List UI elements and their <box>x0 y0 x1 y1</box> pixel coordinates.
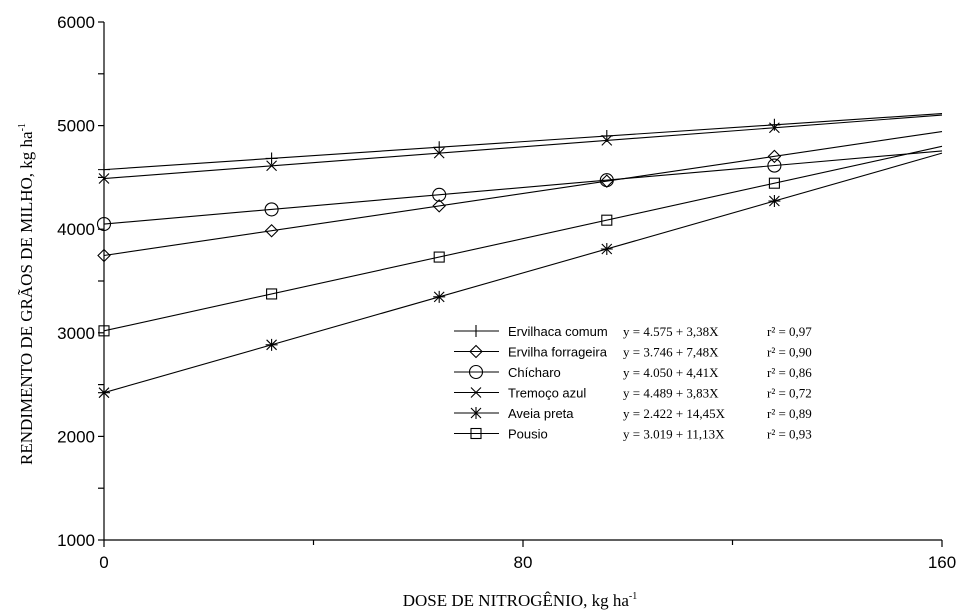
legend-r2: r² = 0,72 <box>767 386 812 401</box>
legend-equation: y = 4.575 + 3,38X <box>623 324 719 339</box>
legend-label: Ervilhaca comum <box>508 324 608 339</box>
data-point-square <box>266 288 278 300</box>
legend-marker-x <box>470 387 482 398</box>
series-line-3 <box>103 150 943 225</box>
y-tick-label: 5000 <box>57 117 95 136</box>
x-tick-label: 80 <box>514 553 533 572</box>
legend-marker-circle <box>468 364 484 380</box>
y-tick-label: 6000 <box>57 13 95 32</box>
legend-item: Aveia preta y = 2.422 + 14,45X r² = 0,89 <box>454 406 812 421</box>
legend-marker-diamond <box>469 344 483 359</box>
legend-label: Tremoço azul <box>508 386 586 401</box>
series-line-6 <box>103 145 943 332</box>
markers <box>96 118 782 399</box>
x-tick-label: 0 <box>99 553 108 572</box>
legend-item: Pousio y = 3.019 + 11,13X r² = 0,93 <box>454 427 812 442</box>
legend-item: Ervilhaca comum y = 4.575 + 3,38X r² = 0,9… <box>454 324 812 339</box>
x-axis-label: DOSE DE NITROGÊNIO, kg ha-1 <box>403 591 638 610</box>
data-point-square <box>98 325 110 337</box>
legend-r2: r² = 0,86 <box>767 365 812 380</box>
legend: Ervilhaca comum y = 4.575 + 3,38X r² = 0,9… <box>454 324 812 442</box>
legend-label: Ervilha forrageira <box>508 345 608 360</box>
legend-label: Aveia preta <box>508 406 574 421</box>
y-tick-label: 4000 <box>57 220 95 239</box>
series-line-2 <box>103 130 943 257</box>
data-point-diamond <box>767 149 782 164</box>
legend-marker-plus <box>470 325 482 337</box>
legend-r2: r² = 0,89 <box>767 406 812 421</box>
data-point-plus <box>768 118 781 131</box>
legend-equation: y = 2.422 + 14,45X <box>623 406 726 421</box>
data-point-circle <box>767 158 782 173</box>
legend-item: Tremoço azul y = 4.489 + 3,83X r² = 0,72 <box>454 386 812 401</box>
data-point-plus <box>265 152 278 165</box>
data-point-asterisk <box>433 290 446 303</box>
legend-item: Ervilha forrageira y = 3.746 + 7,48X r² = … <box>454 345 812 360</box>
legend-marker-asterisk <box>470 407 482 419</box>
y-tick-label: 1000 <box>57 531 95 550</box>
y-tick-label: 2000 <box>57 427 95 446</box>
legend-equation: y = 4.050 + 4,41X <box>623 365 719 380</box>
data-point-asterisk <box>768 195 781 208</box>
legend-item: Chícharo y = 4.050 + 4,41X r² = 0,86 <box>454 364 812 380</box>
data-point-x <box>769 122 780 134</box>
data-point-diamond <box>264 223 279 238</box>
legend-equation: y = 4.489 + 3,83X <box>623 386 719 401</box>
series-line-4 <box>103 114 943 180</box>
legend-r2: r² = 0,93 <box>767 427 812 442</box>
data-point-circle <box>96 216 112 232</box>
legend-r2: r² = 0,90 <box>767 345 812 360</box>
y-axis-label: RENDIMENTO DE GRÃOS DE MILHO, kg ha-1 <box>17 123 36 465</box>
legend-label: Pousio <box>508 427 548 442</box>
data-point-square <box>601 214 613 226</box>
data-point-circle <box>432 187 447 202</box>
data-point-x <box>98 173 110 184</box>
series-lines <box>103 113 943 394</box>
data-point-diamond <box>97 248 111 263</box>
legend-label: Chícharo <box>508 365 561 380</box>
y-tick-label: 3000 <box>57 324 95 343</box>
x-tick-label: 160 <box>928 553 956 572</box>
data-point-circle <box>599 173 614 188</box>
series-line-1 <box>103 113 943 171</box>
data-point-asterisk <box>600 242 613 255</box>
data-point-plus <box>98 163 110 176</box>
data-point-asterisk <box>265 338 278 351</box>
data-point-diamond <box>432 199 446 213</box>
data-point-x <box>601 135 613 146</box>
axes: 1000 2000 3000 4000 5000 6000 0 80 160 <box>57 13 956 572</box>
data-point-square <box>433 251 445 263</box>
series-line-5 <box>103 152 943 394</box>
legend-r2: r² = 0,97 <box>767 324 812 339</box>
legend-equation: y = 3.019 + 11,13X <box>623 427 725 442</box>
legend-marker-square <box>470 427 482 440</box>
data-point-circle <box>264 202 279 217</box>
legend-equation: y = 3.746 + 7,48X <box>623 345 719 360</box>
data-point-square <box>768 177 780 189</box>
data-point-x <box>433 147 445 159</box>
data-point-plus <box>433 141 446 154</box>
data-point-asterisk <box>98 386 110 399</box>
data-point-x <box>266 160 277 172</box>
